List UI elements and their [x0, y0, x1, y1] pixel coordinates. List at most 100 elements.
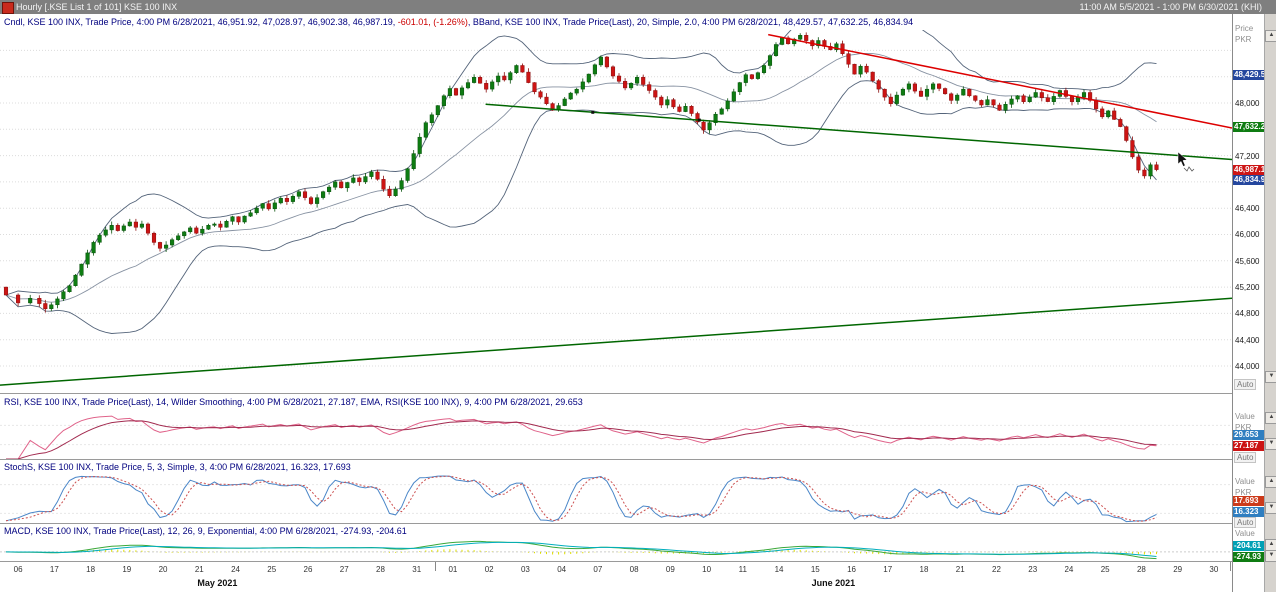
price-tick-label: 45,600: [1235, 256, 1260, 266]
price-gridlines: [0, 49, 1232, 367]
indicator-flag: 29.653: [1233, 430, 1266, 440]
scroll-up-button[interactable]: ▲: [1265, 30, 1276, 42]
rsi-legend[interactable]: RSI, KSE 100 INX, Trade Price(Last), 14,…: [4, 396, 583, 408]
legend-text: -601.01, (-1.26%): [397, 17, 468, 27]
chart-date-range: 11:00 AM 5/5/2021 - 1:00 PM 6/30/2021 (K…: [1079, 2, 1262, 12]
trendline: [0, 297, 1232, 386]
day-label: 04: [557, 565, 567, 574]
window-title: Hourly [.KSE List 1 of 101] KSE 100 INX: [16, 2, 178, 12]
stoch-k-line[interactable]: [5, 475, 1157, 523]
day-label: 22: [992, 565, 1001, 574]
macd-histogram: [17, 549, 1157, 555]
candles-layer[interactable]: [3, 32, 1159, 313]
scroll-up-button[interactable]: ▲: [1265, 412, 1276, 424]
stoch-legend[interactable]: StochS, KSE 100 INX, Trade Price, 5, 3, …: [4, 461, 351, 473]
price-tick-label: 44,800: [1235, 309, 1260, 319]
day-label: 28: [1136, 565, 1146, 574]
price-flag: 46,987.19: [1233, 164, 1266, 175]
month-label: May 2021: [197, 578, 238, 588]
day-label: 18: [86, 565, 96, 574]
legend-text: MACD, KSE 100 INX, Trade Price(Last), 12…: [4, 526, 407, 536]
day-label: 14: [774, 565, 784, 574]
value-axis-column[interactable]: Price PKR 48,000 47,200 46,400 46,000 45,600 45…: [1232, 14, 1266, 592]
price-tick-label: 44,000: [1235, 361, 1260, 371]
axis-auto-button[interactable]: Auto: [1234, 517, 1257, 528]
day-label: 18: [919, 565, 929, 574]
legend-text: RSI, KSE 100 INX, Trade Price(Last), 14,…: [4, 397, 583, 407]
price-chart[interactable]: [0, 30, 1232, 392]
day-label: 17: [883, 565, 893, 574]
scroll-down-button[interactable]: ▼: [1265, 371, 1276, 383]
time-axis[interactable]: 06 17 18 19 20 21 24 25 26 27 28 31 01 02 03 04 07 08 09 10…: [0, 562, 1232, 592]
trendlines[interactable]: [0, 33, 1232, 386]
stoch-chart[interactable]: [0, 475, 1232, 523]
day-label: 16: [847, 565, 856, 574]
axis-auto-button[interactable]: Auto: [1234, 452, 1257, 463]
price-tick-label: 48,000: [1235, 98, 1260, 108]
axis-currency-label: PKR: [1235, 35, 1252, 44]
price-tick-label: 46,400: [1235, 204, 1260, 214]
macd-signal-line[interactable]: [5, 541, 1157, 557]
price-tick-label: 47,200: [1235, 151, 1260, 161]
day-label: 06: [13, 565, 23, 574]
axis-unit-label: Value: [1235, 529, 1255, 538]
day-label: 21: [955, 565, 965, 574]
window-icon: [2, 2, 14, 14]
day-label: 08: [629, 565, 639, 574]
axis-unit-label: Price: [1235, 24, 1254, 33]
panel-separator[interactable]: [0, 459, 1264, 460]
title-bar[interactable]: Hourly [.KSE List 1 of 101] KSE 100 INX …: [0, 0, 1276, 14]
trendline-anchor: [591, 110, 595, 114]
price-legend[interactable]: Cndl, KSE 100 INX, Trade Price, 4:00 PM …: [4, 16, 913, 28]
day-label: 01: [448, 565, 458, 574]
legend-text: StochS, KSE 100 INX, Trade Price, 5, 3, …: [4, 462, 351, 472]
bollinger-mid: [5, 53, 1157, 303]
legend-text: Cndl, KSE 100 INX, Trade Price, 4:00 PM …: [4, 17, 398, 27]
day-label: 27: [339, 565, 349, 574]
price-flag: 47,632.25: [1233, 122, 1266, 133]
panel-separator: [0, 561, 1264, 562]
day-label: 07: [593, 565, 603, 574]
macd-line[interactable]: [5, 540, 1157, 560]
day-label: 15: [810, 565, 820, 574]
day-label: 31: [412, 565, 422, 574]
mouse-cursor: [1177, 151, 1195, 172]
rsi-chart[interactable]: [0, 411, 1232, 459]
macd-chart[interactable]: [0, 539, 1232, 561]
price-flag: 46,834.94: [1233, 175, 1266, 186]
day-label: 03: [520, 565, 530, 574]
axis-auto-button[interactable]: Auto: [1234, 379, 1257, 390]
day-label: 24: [1064, 565, 1074, 574]
price-tick-label: 45,200: [1235, 283, 1260, 293]
rsi-line[interactable]: [6, 415, 1157, 459]
indicator-flag: -204.61: [1233, 541, 1266, 551]
bollinger-lower: [5, 80, 1157, 334]
day-label: 25: [267, 565, 277, 574]
scroll-down-button[interactable]: ▼: [1265, 502, 1276, 514]
day-label: 19: [122, 565, 132, 574]
bollinger-bands[interactable]: [5, 30, 1157, 334]
price-tick-label: 44,400: [1235, 335, 1260, 345]
stoch-d-line[interactable]: [5, 475, 1157, 522]
price-tick-label: 46,000: [1235, 230, 1260, 240]
axis-currency-label: PKR: [1235, 423, 1252, 432]
day-label: 17: [49, 565, 59, 574]
day-label: 28: [376, 565, 385, 574]
day-label: 21: [194, 565, 204, 574]
scroll-down-button[interactable]: ▼: [1265, 550, 1276, 562]
scrollbar[interactable]: ▲ ▼ ▲ ▼ ▲ ▼ ▲ ▼: [1264, 14, 1276, 592]
macd-legend[interactable]: MACD, KSE 100 INX, Trade Price(Last), 12…: [4, 525, 407, 537]
day-label: 02: [484, 565, 494, 574]
panel-separator[interactable]: [0, 523, 1264, 524]
rsi-ema-line[interactable]: [6, 420, 1157, 459]
indicator-flag: -274.93: [1233, 552, 1266, 562]
day-label: 09: [665, 565, 675, 574]
day-label: 30: [1209, 565, 1219, 574]
panel-separator[interactable]: [0, 393, 1264, 394]
scroll-up-button[interactable]: ▲: [1265, 476, 1276, 488]
legend-text: , BBand, KSE 100 INX, Trade Price(Last),…: [467, 17, 914, 27]
indicator-flag: 27.187: [1233, 441, 1266, 451]
axis-unit-label: Value: [1235, 412, 1255, 421]
month-label: June 2021: [811, 578, 856, 588]
scroll-down-button[interactable]: ▼: [1265, 438, 1276, 450]
